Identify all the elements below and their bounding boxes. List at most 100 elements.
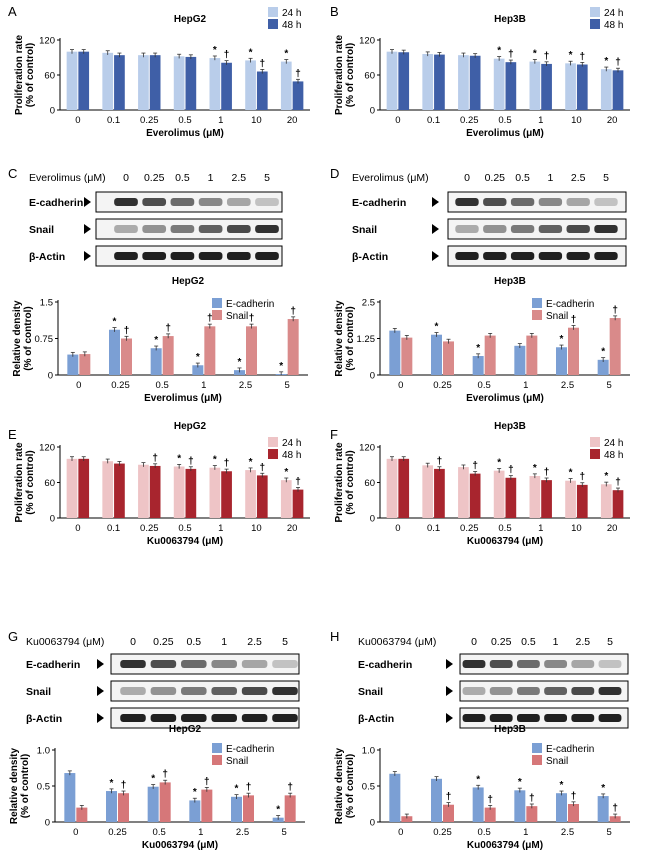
x-tick-label: 0.1 (107, 115, 120, 126)
x-tick-label: 2.5 (236, 827, 249, 838)
significance-star: * (284, 467, 288, 478)
significance-star: * (497, 46, 501, 57)
significance-star: * (238, 357, 242, 368)
arrow-right-icon (446, 713, 453, 723)
blot-band (114, 225, 138, 233)
significance-star: * (154, 335, 158, 346)
significance-star: * (601, 783, 605, 794)
blot-band (211, 660, 237, 668)
significance-dagger: † (487, 794, 493, 805)
blot-band (483, 252, 507, 260)
bar (66, 51, 78, 110)
blot-band (566, 198, 590, 206)
significance-dagger: † (580, 472, 586, 483)
blot-band-label: β-Actin (26, 713, 62, 725)
bar (159, 782, 171, 822)
bar (209, 467, 221, 518)
arrow-right-icon (432, 251, 439, 261)
blot-band (489, 687, 513, 695)
panel-letter-b: B (330, 4, 339, 19)
blot-band (272, 714, 298, 722)
blot-band (226, 252, 251, 260)
bar (106, 791, 117, 822)
bar (529, 475, 541, 518)
blot-band-label: β-Actin (29, 251, 65, 263)
blot-band (120, 687, 146, 695)
chart-title: Hep3B (494, 724, 526, 735)
y-axis-title: Relative density (9, 747, 20, 824)
arrow-right-icon (97, 659, 104, 669)
blot-band-label: β-Actin (358, 713, 394, 725)
y-axis-title: (% of control) (345, 306, 356, 370)
bar (149, 465, 161, 518)
blot-band (255, 198, 279, 206)
legend-label: 24 h (604, 438, 623, 449)
bar (600, 484, 612, 518)
x-tick-label: 0 (75, 115, 80, 126)
blot-band (571, 660, 595, 668)
legend-label: E-cadherin (546, 299, 594, 310)
bar (280, 480, 292, 518)
blot-band (538, 225, 563, 233)
bar (209, 58, 221, 110)
significance-dagger: † (260, 58, 266, 69)
significance-dagger: † (295, 476, 301, 487)
x-tick-label: 0.25 (460, 523, 479, 534)
significance-star: * (113, 317, 117, 328)
bar (597, 796, 609, 822)
y-tick-label: 1.0 (362, 746, 375, 757)
x-tick-label: 2.5 (239, 380, 252, 391)
arrow-right-icon (432, 224, 439, 234)
bar (568, 327, 579, 375)
blot-band (455, 252, 479, 260)
y-tick-label: 120 (39, 36, 55, 47)
y-tick-label: 0.5 (362, 782, 375, 793)
y-axis-title: (% of control) (23, 306, 34, 370)
legend-swatch (532, 310, 542, 320)
blot-band (198, 225, 223, 233)
panel-letter-a: A (8, 4, 17, 19)
blot-band (226, 198, 251, 206)
y-axis-title: (% of control) (20, 754, 31, 818)
panel-letter-f: F (330, 427, 338, 442)
significance-star: * (569, 468, 573, 479)
blot-concentration-label: 0.5 (175, 172, 190, 184)
x-axis-title: Everolimus (μM) (466, 393, 544, 404)
x-tick-label: 0.1 (427, 523, 440, 534)
bar (64, 773, 76, 822)
blot-band (455, 225, 479, 233)
blot-band (255, 225, 279, 233)
significance-star: * (213, 455, 217, 466)
blot-concentration-label: 5 (282, 636, 288, 648)
bar (78, 51, 90, 110)
chart-title: Hep3B (494, 276, 526, 287)
bar (246, 326, 257, 375)
bar (192, 365, 204, 375)
x-tick-label: 0.25 (108, 827, 127, 838)
bar (541, 480, 552, 518)
blot-band (211, 714, 237, 722)
blot-band (170, 198, 195, 206)
significance-star: * (193, 787, 197, 798)
blot-concentration-label: 1 (221, 636, 227, 648)
y-tick-label: 0 (370, 371, 375, 382)
legend-swatch (268, 19, 278, 29)
y-axis-title: (% of control) (25, 43, 36, 107)
y-axis-title: Proliferation rate (14, 442, 25, 522)
significance-dagger: † (615, 57, 621, 68)
x-tick-label: 0.25 (140, 115, 159, 126)
legend-swatch (590, 19, 600, 29)
legend-label: E-cadherin (226, 299, 274, 310)
significance-dagger: † (188, 456, 194, 467)
bar (565, 480, 576, 518)
blot-concentration-label: 0.25 (491, 636, 512, 648)
blot-strip (459, 653, 629, 675)
x-axis-title: Everolimus (μM) (146, 128, 224, 139)
bar (505, 477, 517, 518)
bar (221, 62, 232, 110)
bar (389, 330, 401, 375)
legend-label: E-cadherin (546, 744, 594, 755)
bar (121, 338, 132, 375)
blot-band (241, 660, 268, 668)
bar (231, 796, 242, 822)
